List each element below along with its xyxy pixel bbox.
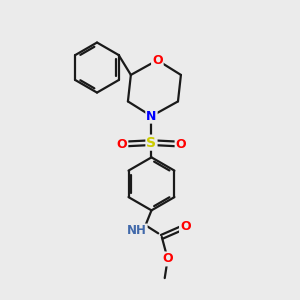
Text: O: O [152,54,163,67]
Text: N: N [146,110,157,123]
Text: O: O [176,138,186,151]
Text: O: O [162,252,173,266]
Text: O: O [117,138,127,151]
Text: O: O [180,220,190,233]
Text: NH: NH [127,224,147,238]
Text: S: S [146,136,157,150]
